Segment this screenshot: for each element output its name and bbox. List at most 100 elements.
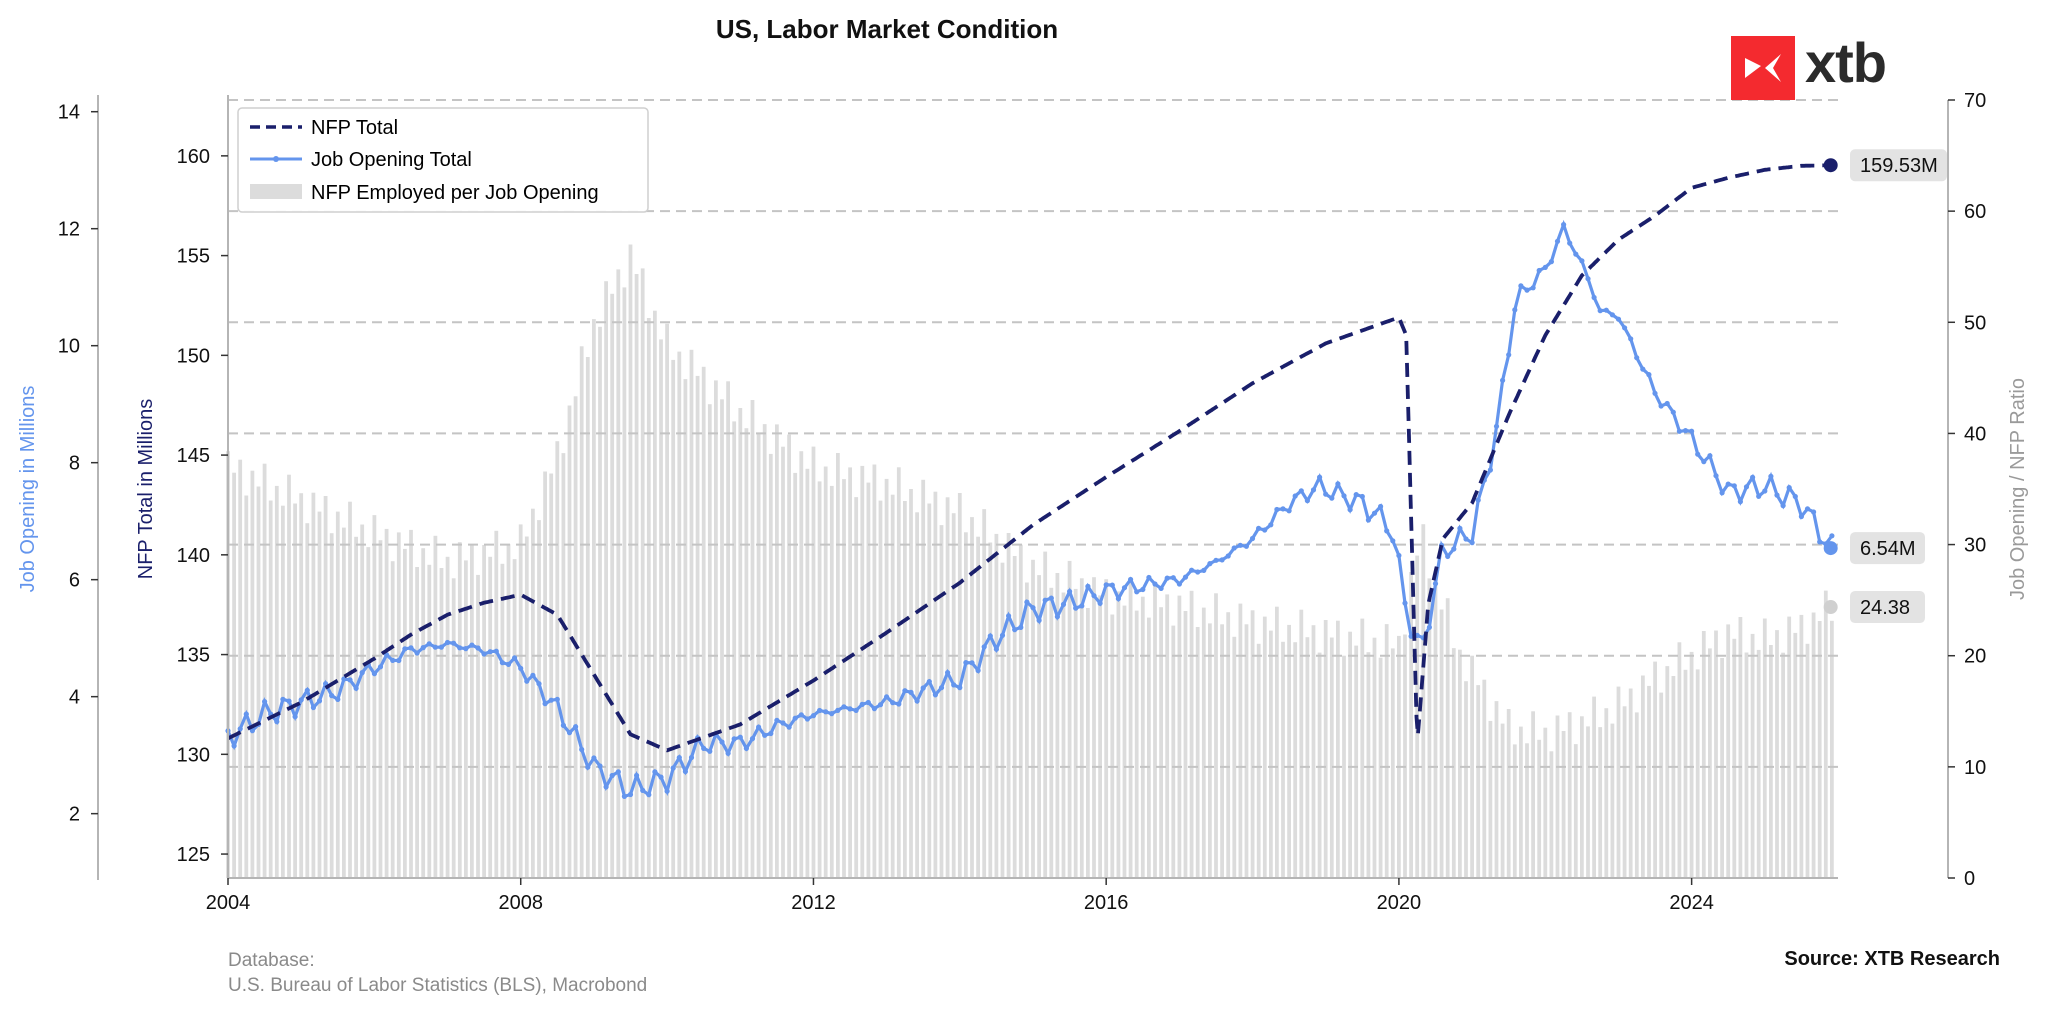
job-opening-point [573, 724, 579, 730]
ratio-bar [1781, 652, 1785, 878]
ratio-bar [1653, 661, 1657, 878]
job-opening-point [1274, 506, 1280, 513]
ratio-bar [1823, 590, 1828, 878]
ratio-bar [1208, 623, 1212, 878]
ratio-bar [646, 318, 651, 878]
ratio-bar [988, 542, 993, 878]
job-opening-point [1603, 307, 1609, 313]
job-opening-point [1457, 525, 1463, 532]
ratio-bar [1342, 655, 1346, 878]
ratio-bar [1567, 712, 1572, 878]
job-opening-point [335, 696, 341, 703]
ratio-bar [1726, 624, 1731, 878]
job-opening-point [1817, 539, 1823, 545]
job-opening-point [999, 632, 1006, 638]
ratio-bar [433, 535, 438, 878]
ratio-bar [1604, 708, 1609, 878]
job-opening-point [1237, 542, 1243, 548]
jobs-tick-label: 6 [69, 570, 80, 592]
ratio-bar [1220, 624, 1224, 878]
ratio-bar [1445, 598, 1450, 878]
job-opening-point [603, 784, 609, 790]
job-opening-point [810, 713, 817, 719]
database-label: Database: [228, 950, 315, 971]
ratio-bar [762, 424, 767, 878]
job-opening-point [707, 748, 713, 754]
ratio-bar [1817, 621, 1822, 878]
ratio-bar [1159, 607, 1163, 878]
job-opening-point [426, 641, 432, 647]
ratio-bar [1464, 681, 1468, 878]
end-labels: 159.53M 6.54M 24.38 [1823, 149, 1947, 624]
ratio-bar [1122, 605, 1127, 878]
job-opening-point [579, 746, 585, 753]
job-opening-point [1085, 583, 1091, 590]
ratio-bar [1695, 669, 1700, 878]
ratio-bar [372, 515, 377, 878]
ratio-bar [1537, 739, 1542, 878]
ratio-bar [695, 375, 700, 878]
ratio-bar [305, 523, 310, 878]
ratio-bar [775, 424, 779, 878]
job-opening-point [237, 726, 243, 732]
nfp-tick-label: 135 [177, 645, 210, 667]
ratio-bar [256, 486, 261, 878]
job-opening-point [1378, 503, 1384, 510]
ratio-bar [1128, 577, 1133, 878]
job-opening-point [1743, 484, 1750, 490]
job-opening-point [1390, 538, 1396, 544]
ratio-bar [378, 540, 383, 878]
ratio-bar [1616, 686, 1621, 878]
job-opening-point [1329, 495, 1335, 501]
ratio-bar [573, 396, 578, 878]
ratio-bar [1409, 572, 1413, 878]
nfp-axis-label: NFP Total in Millions [135, 399, 157, 579]
ratio-bar [744, 428, 749, 878]
ratio-bar [1006, 533, 1011, 878]
job-opening-point [658, 774, 664, 780]
job-opening-point [1164, 575, 1170, 581]
ratio-tick-label: 20 [1964, 646, 1986, 668]
job-opening-point [1347, 507, 1353, 513]
job-opening-point [1103, 582, 1109, 588]
job-opening-point [1554, 238, 1561, 244]
job-opening-point [286, 698, 292, 704]
job-opening-point [1804, 506, 1811, 512]
job-opening-point [1121, 585, 1128, 591]
ratio-bar [1787, 616, 1792, 878]
job-opening-point [634, 772, 640, 779]
job-opening-line [225, 219, 1835, 800]
job-opening-point [499, 660, 505, 666]
ratio-bar [1086, 608, 1090, 878]
job-opening-point [731, 736, 737, 742]
job-opening-point [1189, 567, 1195, 573]
ratio-bar [1622, 706, 1627, 878]
job-opening-point [438, 644, 444, 650]
job-opening-point [798, 712, 804, 718]
ratio-bar [738, 408, 743, 878]
job-opening-point [871, 706, 878, 712]
job-opening-point [1829, 533, 1835, 539]
ratio-bar [1451, 648, 1456, 878]
ratio-bar [579, 346, 584, 878]
ratio-bar [1665, 666, 1670, 878]
ratio-bar [1348, 631, 1352, 878]
ratio-bar [714, 380, 718, 878]
ratio-bar [933, 491, 938, 878]
ratio-bar [1269, 630, 1273, 878]
job-opening-point [1548, 259, 1554, 265]
ratio-bar [951, 513, 956, 878]
ratio-bar [415, 567, 419, 878]
ratio-bar [1366, 652, 1371, 878]
ratio-bar [671, 359, 676, 878]
job-opening-point [829, 711, 835, 717]
job-opening-point [1689, 428, 1695, 434]
ratio-bar [274, 485, 279, 878]
ratio-bar [1384, 624, 1389, 878]
ratio-axis-label: Job Opening / NFP Ratio [2007, 378, 2029, 600]
job-opening-point [1012, 627, 1018, 633]
job-opening-point [1396, 552, 1402, 559]
x-tick-label: 2004 [206, 892, 251, 914]
ratio-bar [1372, 637, 1377, 878]
